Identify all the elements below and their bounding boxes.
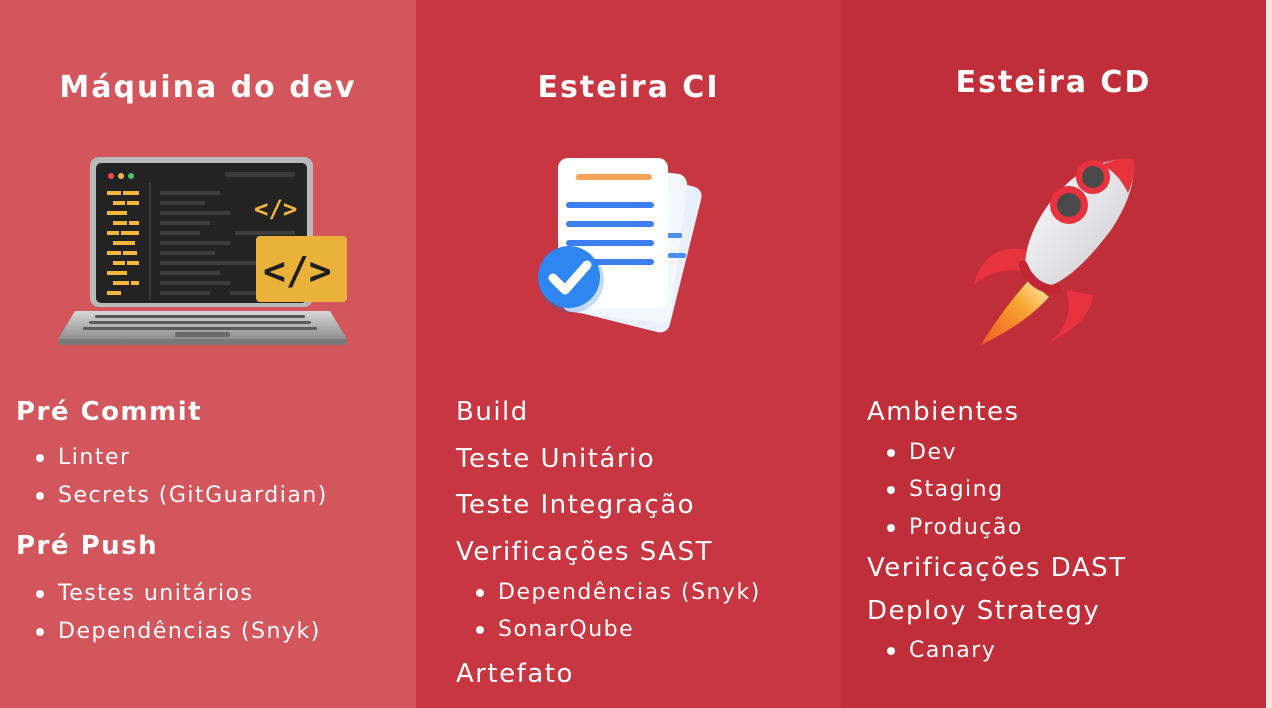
column-dev-machine: Máquina do dev (0, 0, 416, 708)
step-dast: Verificações DAST (867, 553, 1127, 583)
step-integration-test: Teste Integração (456, 490, 696, 520)
list-item: Dependências (Snyk) (36, 619, 321, 644)
step-environments: Ambientes (867, 397, 1020, 427)
step-sast: Verificações SAST (456, 537, 713, 567)
list-item: Testes unitários (36, 581, 254, 606)
column-cd-pipeline: Esteira CD Ambientes Dev Staging Produçã… (841, 0, 1266, 708)
right-edge-divider (1266, 0, 1272, 708)
column-ci-pipeline: Esteira CI Build Teste Unitário Teste In… (416, 0, 841, 708)
step-artifact: Artefato (456, 659, 574, 689)
list-item: Dev (887, 440, 957, 465)
column-title: Esteira CI (537, 70, 720, 105)
list-item: Linter (36, 445, 131, 470)
section-pre-commit: Pré Commit (16, 397, 203, 427)
column-title: Esteira CD (955, 65, 1152, 100)
step-build: Build (456, 397, 529, 427)
list-item: Produção (887, 515, 1023, 540)
rocket-icon (974, 158, 1135, 345)
step-unit-test: Teste Unitário (456, 444, 656, 474)
list-item: Secrets (GitGuardian) (36, 483, 328, 508)
svg-text:</>: </> (263, 249, 332, 293)
list-item: Canary (886, 638, 997, 663)
svg-text:</>: </> (254, 195, 297, 223)
laptop-code-icon: </> </> (58, 157, 347, 345)
document-check-icon (538, 158, 702, 333)
step-deploy-strategy: Deploy Strategy (867, 596, 1101, 626)
column-title: Máquina do dev (59, 70, 357, 105)
list-item: Staging (887, 477, 1004, 502)
list-item: Dependências (Snyk) (476, 580, 761, 605)
section-pre-push: Pré Push (16, 531, 159, 561)
list-item: SonarQube (475, 617, 635, 642)
